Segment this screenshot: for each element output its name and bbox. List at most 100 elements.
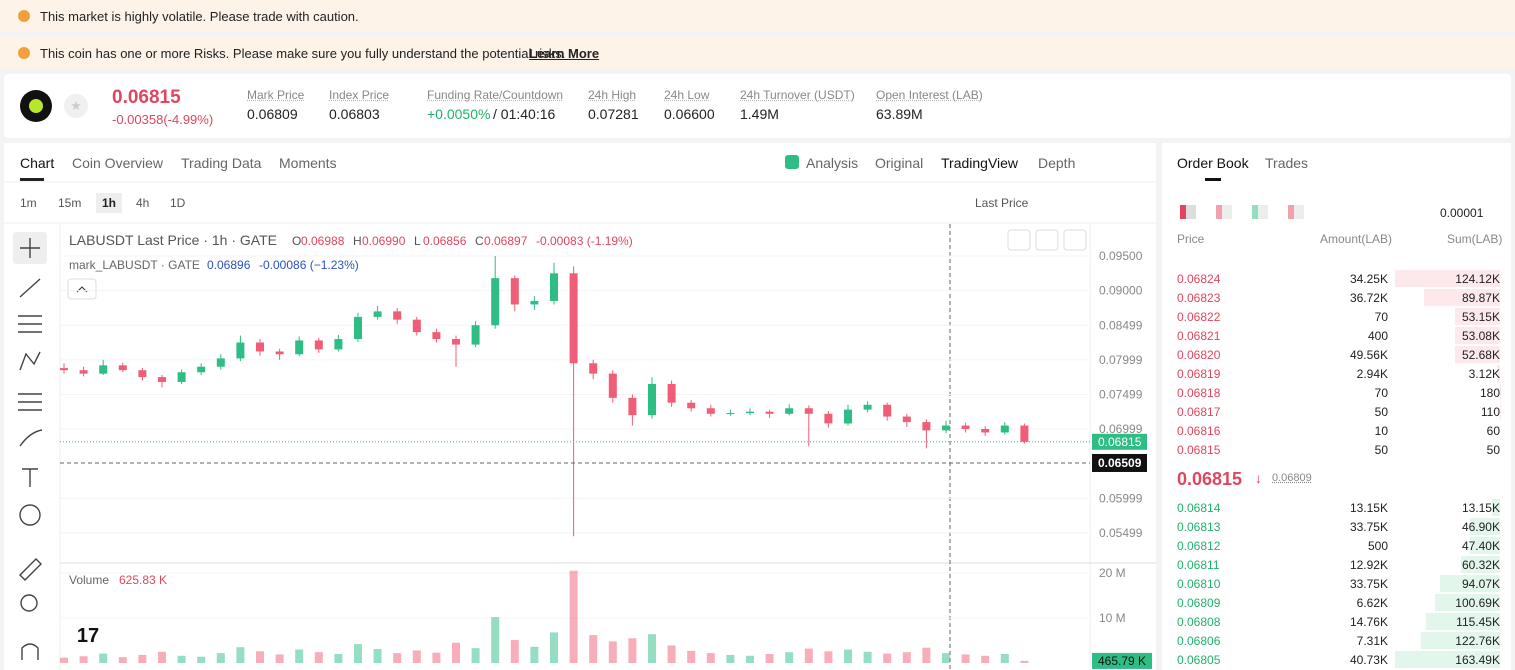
candle-body xyxy=(844,409,852,424)
ob-amount: 10 xyxy=(1374,424,1388,438)
y-tick-label: 0.05999 xyxy=(1099,491,1143,505)
v-tick-label: 20 M xyxy=(1099,566,1126,580)
chart: 17 0.09500 0.09000 0.08499 0.07999 0.07499 0.… xyxy=(4,178,1156,670)
volume-bar xyxy=(60,657,68,663)
depth-bar xyxy=(1469,518,1500,535)
candle-body xyxy=(393,311,402,320)
interval[interactable]: 1D xyxy=(170,196,186,210)
ob-price: 0.06806 xyxy=(1177,634,1221,648)
ob-price: 0.06811 xyxy=(1177,558,1220,572)
candle-body xyxy=(373,311,382,317)
ob-sum: 100.69K xyxy=(1455,596,1500,610)
stat-label: Funding Rate/Countdown xyxy=(427,88,564,102)
depth-bar xyxy=(1423,289,1500,306)
ob-sum: 60.32K xyxy=(1461,558,1500,572)
volume-bar xyxy=(1020,660,1029,663)
depth-bar xyxy=(1425,613,1500,630)
volume-bar xyxy=(216,653,225,663)
candle-body xyxy=(412,319,421,333)
ob-price: 0.06814 xyxy=(1177,501,1221,515)
tab[interactable]: Chart xyxy=(20,155,55,171)
volume-bar xyxy=(79,656,88,663)
tab[interactable]: Coin Overview xyxy=(72,155,164,171)
volume-bar xyxy=(902,652,911,663)
candle-body xyxy=(471,325,480,345)
candle-body xyxy=(628,397,637,416)
ob-layout[interactable] xyxy=(1216,205,1232,219)
volume-bar xyxy=(412,650,421,663)
ob-layout[interactable] xyxy=(1180,205,1196,219)
candle-body xyxy=(177,372,186,382)
tab[interactable]: Moments xyxy=(279,155,337,171)
candle-body xyxy=(785,408,794,414)
volume-bar xyxy=(275,654,284,663)
interval[interactable]: 15m xyxy=(58,196,82,210)
last-price-label: 0.06815 xyxy=(1098,435,1142,449)
ob-price: 0.06812 xyxy=(1177,539,1221,553)
candle-body xyxy=(687,402,696,409)
interval[interactable]: 4h xyxy=(136,196,150,210)
mark-change: -0.00086 (−1.23%) xyxy=(259,258,359,272)
favorite[interactable]: ★ xyxy=(64,94,88,118)
coin-logo xyxy=(20,90,52,122)
candle-body xyxy=(510,278,519,305)
stat-value: 0.07281 xyxy=(588,106,639,122)
view-option[interactable]: Depth xyxy=(1038,155,1076,171)
price-type[interactable]: Last Price xyxy=(975,196,1029,210)
legend-symbol: LABUSDT Last Price · 1h · GATE xyxy=(69,232,277,248)
ob-price: 0.06813 xyxy=(1177,520,1221,534)
banner-text: This market is highly volatile. Please t… xyxy=(40,9,359,24)
candle-body xyxy=(158,377,166,382)
candle-body xyxy=(314,340,323,350)
last-price-tag xyxy=(1092,433,1147,450)
ohlc-key: C xyxy=(475,234,484,248)
volume-bar xyxy=(981,655,990,663)
stat-value: +0.0050% xyxy=(427,106,491,122)
crosshair-label: 0.06509 xyxy=(1098,456,1142,470)
tab[interactable]: Trading Data xyxy=(181,155,262,171)
ob-amount: 13.15K xyxy=(1349,501,1388,515)
banner: This market is highly volatile. Please t… xyxy=(0,0,1515,32)
ob-amount: 70 xyxy=(1374,310,1388,324)
ohlc-value: 0.06988 xyxy=(301,234,345,248)
candle-body xyxy=(275,351,284,355)
tv-logo: 17 xyxy=(77,625,99,647)
candle-body xyxy=(1000,425,1009,433)
ob-tab[interactable]: Trades xyxy=(1265,155,1309,171)
depth-bar xyxy=(1455,346,1500,363)
volume-bar xyxy=(569,570,578,663)
ob-sum: 52.68K xyxy=(1461,348,1500,362)
candle-body xyxy=(648,384,656,416)
ob-layout[interactable] xyxy=(1288,205,1304,219)
ob-price: 0.06810 xyxy=(1177,577,1221,591)
volume-bar xyxy=(197,656,206,663)
candle-body xyxy=(1020,425,1029,442)
depth-bar xyxy=(1421,632,1500,649)
volume-bar xyxy=(530,646,539,663)
ob-price: 0.06816 xyxy=(1177,424,1221,438)
volume-bar xyxy=(765,654,774,663)
ob-sum: 89.87K xyxy=(1461,291,1500,305)
view-option[interactable]: Analysis xyxy=(806,155,859,171)
interval[interactable]: 1h xyxy=(96,193,123,213)
stat-value: 0.06803 xyxy=(329,106,380,122)
view-option[interactable]: TradingView xyxy=(941,155,1019,171)
volume-bar xyxy=(844,649,852,663)
ob-amount: 2.94K xyxy=(1356,367,1388,381)
learn-more[interactable]: Learn More xyxy=(529,46,600,61)
ob-price: 0.06808 xyxy=(1177,615,1221,629)
ob-tab[interactable]: Order Book xyxy=(1177,155,1249,171)
tick-size[interactable]: 0.00001 xyxy=(1440,206,1484,220)
candle-body xyxy=(569,273,578,364)
volume-bar xyxy=(373,649,382,663)
interval[interactable]: 1m xyxy=(20,196,37,210)
volume-tag xyxy=(1092,652,1152,669)
ob-sum: 60 xyxy=(1486,424,1500,438)
volume-bar xyxy=(491,617,500,663)
ob-amount: 12.92K xyxy=(1349,558,1388,572)
ob-amount: 49.56K xyxy=(1349,348,1388,362)
ob-amount: 14.76K xyxy=(1349,615,1388,629)
view-option[interactable]: Original xyxy=(875,155,924,171)
ob-layout[interactable] xyxy=(1252,205,1268,219)
